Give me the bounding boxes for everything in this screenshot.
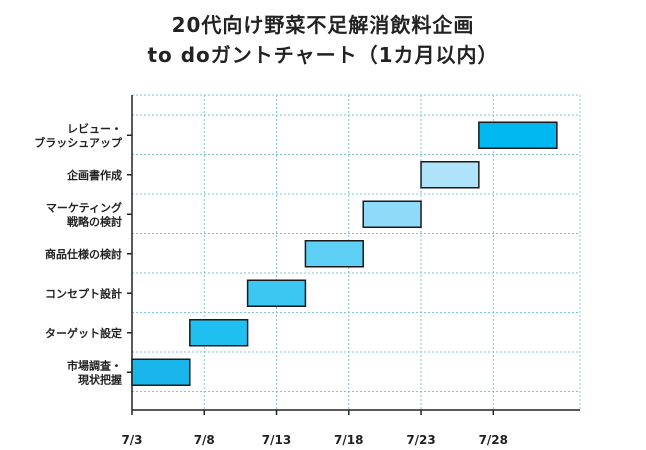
task-label: レビュー・ xyxy=(67,121,122,135)
task-label: ターゲット設定 xyxy=(45,326,122,340)
x-tick-label: 7/8 xyxy=(194,433,215,447)
task-label: コンセプト設計 xyxy=(45,286,122,300)
task-label: 企画書作成 xyxy=(66,168,122,182)
task-label: ブラッシュアップ xyxy=(34,135,123,149)
task-label: 市場調査・ xyxy=(67,358,122,372)
x-tick-label: 7/3 xyxy=(121,433,142,447)
task-bar xyxy=(189,319,249,347)
task-label: 現状把握 xyxy=(78,372,122,386)
task-bar xyxy=(246,279,307,307)
x-tick-label: 7/28 xyxy=(479,433,508,447)
task-bar xyxy=(304,240,364,268)
x-tick-label: 7/18 xyxy=(334,433,363,447)
chart-title-line1: 20代向け野菜不足解消飲料企画 xyxy=(171,13,475,37)
chart-title: 20代向け野菜不足解消飲料企画 to doガントチャート（1カ月以内） xyxy=(0,10,646,70)
task-label: マーケティング xyxy=(46,200,122,214)
x-tick-label: 7/13 xyxy=(262,433,291,447)
task-label: 戦略の検討 xyxy=(67,214,122,228)
task-bar xyxy=(420,161,480,189)
task-bar xyxy=(131,358,191,386)
chart-title-line2: to doガントチャート（1カ月以内） xyxy=(147,43,499,67)
task-bar xyxy=(362,200,422,228)
task-label: 商品仕様の検討 xyxy=(45,247,122,261)
x-tick-label: 7/23 xyxy=(406,433,435,447)
task-bar xyxy=(478,121,558,149)
